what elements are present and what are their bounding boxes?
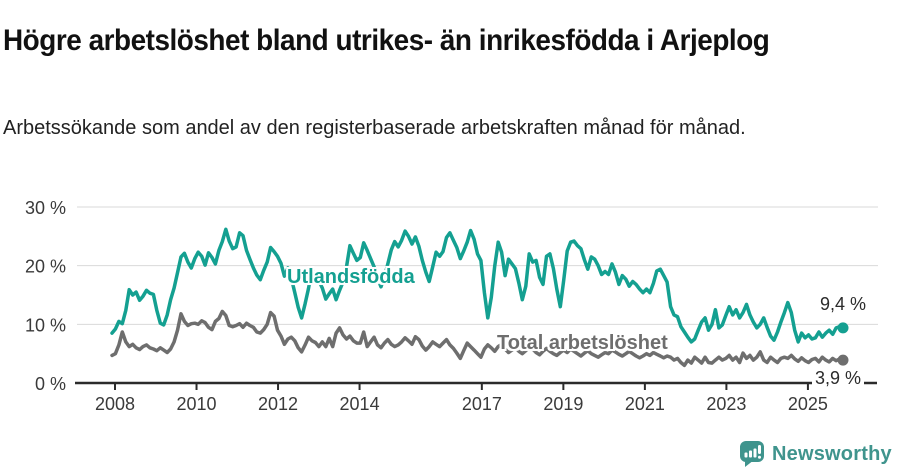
line-utlandsf-dda: [110, 227, 845, 344]
end-dot: [837, 354, 849, 366]
brand-name: Newsworthy: [772, 443, 892, 465]
x-tick-label: 2025: [788, 394, 828, 414]
x-tick-label: 2017: [462, 394, 502, 414]
series-layer: [110, 227, 849, 368]
series-label-utlandsfodda: Utlandsfödda: [287, 266, 415, 288]
x-tick-label: 2010: [176, 394, 216, 414]
end-value-utlandsfodda: 9,4 %: [820, 294, 867, 314]
chart-subtitle: Arbetssökande som andel av den registerb…: [3, 117, 746, 139]
end-dot: [837, 322, 849, 334]
axis-label-layer: 0 % 10 % 20 % 30 % 2008 2010 2012 2014 2017 2019 2…: [25, 198, 828, 414]
axis-layer: [75, 381, 877, 390]
newsworthy-logo: Newsworthy: [739, 440, 892, 468]
line-total-arbetsl-shet: [110, 309, 845, 368]
x-tick-label: 2012: [258, 394, 298, 414]
y-tick-label: 30 %: [25, 198, 66, 218]
page-title: Högre arbetslöshet bland utrikes- än inr…: [3, 24, 770, 58]
series-label-total-arbetsloshet: Total arbetslöshet: [497, 332, 668, 354]
x-tick-label: 2023: [706, 394, 746, 414]
y-tick-label: 20 %: [25, 257, 66, 277]
x-tick-label: 2014: [340, 394, 380, 414]
x-tick-label: 2021: [625, 394, 665, 414]
gridline-layer: [77, 206, 878, 325]
newsworthy-logo-icon: [740, 441, 764, 467]
x-tick-label: 2019: [543, 394, 583, 414]
y-tick-label: 0 %: [35, 374, 66, 394]
end-value-total: 3,9 %: [812, 368, 865, 389]
y-tick-label: 10 %: [25, 315, 66, 335]
x-tick-label: 2008: [95, 394, 135, 414]
